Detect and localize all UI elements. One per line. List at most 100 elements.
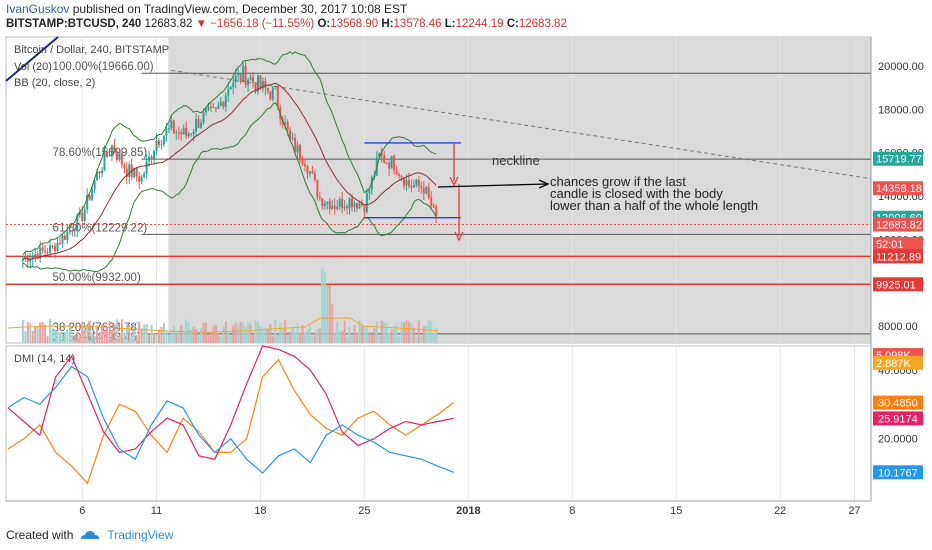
volume-bar	[81, 321, 84, 343]
volume-bar	[388, 332, 391, 343]
volume-bar	[185, 319, 188, 343]
candle-body	[153, 151, 156, 159]
volume-bar	[78, 335, 81, 343]
volume-bar	[393, 326, 396, 343]
candle-body	[229, 87, 232, 90]
candle-body	[205, 109, 207, 113]
dmi-value-label: 30.4850	[878, 398, 918, 410]
volume-bar	[49, 319, 52, 343]
volume-bar	[58, 332, 61, 343]
candle-body	[321, 198, 324, 206]
volume-bar	[425, 325, 428, 343]
volume-bar	[63, 332, 66, 343]
volume-bar	[430, 320, 433, 343]
candle-body	[138, 176, 141, 182]
volume-indicator-label: Vol (20)	[14, 61, 52, 73]
volume-bar	[21, 319, 24, 343]
candle-body	[274, 86, 277, 88]
candle-body	[96, 171, 99, 181]
candle-body	[148, 156, 151, 162]
candle-body	[254, 82, 257, 92]
tradingview-brand[interactable]: TradingView	[107, 528, 174, 542]
candle-body	[331, 205, 334, 209]
volume-bar	[54, 330, 57, 343]
candle-body	[393, 155, 396, 171]
candle-body	[41, 247, 44, 251]
volume-bar	[101, 324, 104, 343]
footer: Created with TradingView	[6, 528, 173, 542]
volume-bar	[113, 323, 116, 343]
volume-bar	[96, 325, 99, 343]
candle-body	[252, 77, 255, 83]
created-with-label: Created with	[6, 528, 74, 542]
candle-body	[29, 259, 32, 262]
candle-body	[58, 242, 61, 244]
volume-bar	[383, 322, 386, 343]
candle-body	[425, 187, 428, 194]
candle-body	[21, 258, 24, 261]
volume-bar	[346, 336, 349, 343]
volume-bar	[326, 285, 329, 343]
candle-body	[432, 205, 435, 207]
high-label: H:	[381, 18, 394, 30]
volume-bar	[259, 325, 262, 343]
dmi-series-line	[7, 358, 454, 485]
volume-bar	[157, 329, 160, 343]
candle-body	[177, 132, 180, 134]
price-tag	[873, 217, 923, 232]
candle-body	[383, 155, 386, 164]
volume-ma	[7, 317, 439, 333]
volume-bar	[403, 322, 405, 343]
volume-bar	[304, 332, 306, 343]
volume-bar	[341, 331, 344, 343]
tradingview-cloud-icon	[81, 531, 100, 539]
volume-bar	[373, 328, 376, 343]
volume-bar	[353, 325, 356, 343]
candle-body	[71, 230, 74, 232]
volume-bar	[343, 320, 346, 343]
volume-bar	[289, 331, 292, 343]
volume-bar	[239, 321, 242, 343]
volume-bar	[224, 321, 227, 343]
volume-bar	[432, 333, 435, 343]
volume-bar	[229, 334, 232, 343]
candle-body	[427, 187, 430, 198]
volume-bar	[301, 324, 304, 343]
candle-body	[368, 189, 371, 193]
candle-body	[308, 171, 311, 174]
candle-body	[209, 106, 212, 108]
fib-level-label: 50.00%(9932.00)	[53, 272, 141, 284]
y-tick-label: 20000.00	[878, 61, 924, 73]
volume-bar	[71, 335, 74, 343]
volume-bar	[269, 323, 272, 343]
volume-bar	[410, 323, 413, 343]
volume-bar	[247, 321, 250, 343]
candle-body	[200, 122, 203, 128]
candle-body	[207, 106, 210, 110]
volume-bar	[41, 321, 44, 343]
volume-bar	[76, 331, 79, 343]
volume-bar	[390, 329, 393, 343]
dmi-series-line	[7, 365, 454, 474]
volume-bar	[385, 322, 388, 343]
volume-bar	[417, 320, 420, 343]
author-link[interactable]: IvanGuskov	[6, 2, 70, 16]
price-tag	[873, 237, 923, 252]
volume-bar	[205, 322, 207, 343]
candle-body	[239, 72, 242, 82]
price-tag	[873, 355, 923, 370]
volume-bar	[46, 336, 49, 343]
price-tag-label: 11212.89	[876, 251, 921, 263]
annotation-arrow	[437, 183, 547, 188]
candle-body	[412, 185, 415, 188]
candle-body	[31, 255, 34, 260]
volume-bar	[138, 322, 141, 343]
volume-bar	[286, 335, 289, 343]
volume-bar	[400, 321, 403, 343]
candle-body	[261, 81, 264, 89]
candle-body	[91, 189, 94, 200]
candle-body	[338, 198, 341, 207]
volume-bar	[61, 334, 64, 343]
candle-body	[175, 132, 178, 134]
